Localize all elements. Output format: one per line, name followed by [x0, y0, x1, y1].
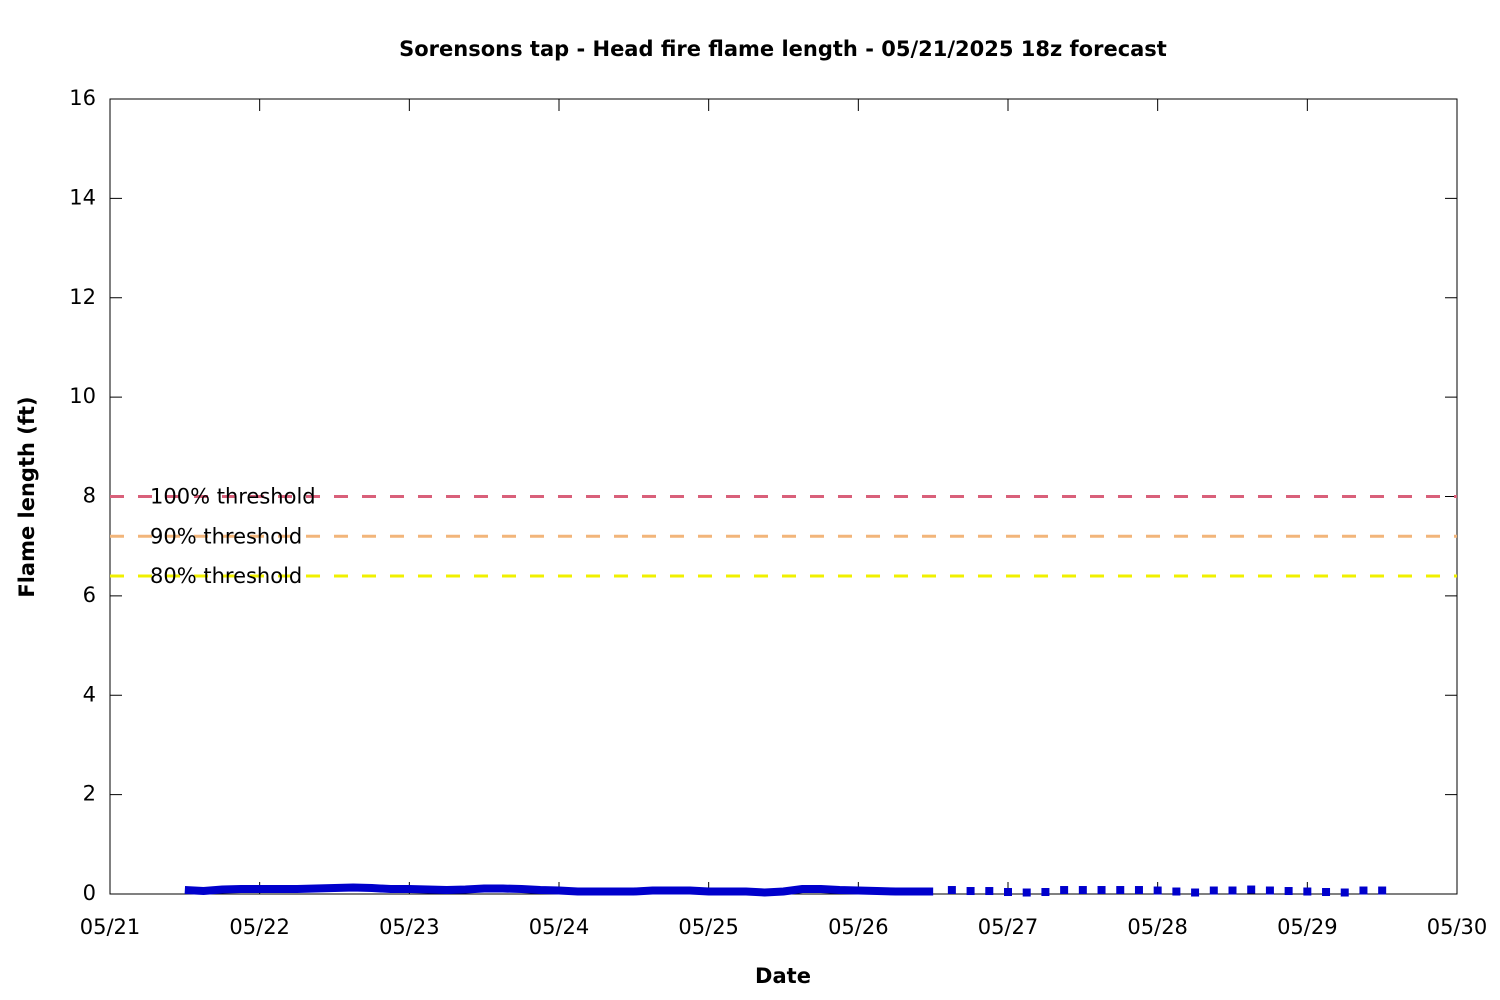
x-tick-label: 05/26: [828, 915, 889, 939]
x-tick-label: 05/21: [80, 915, 141, 939]
data-point: [1340, 888, 1349, 897]
data-point: [947, 886, 956, 895]
data-point: [1097, 886, 1106, 895]
data-point: [1004, 888, 1012, 897]
data-point: [1284, 887, 1293, 896]
data-point: [1228, 886, 1237, 895]
data-point: [1209, 886, 1218, 895]
threshold-label: 90% threshold: [150, 524, 302, 548]
y-tick-label: 6: [83, 583, 96, 607]
x-tick-label: 05/23: [379, 915, 440, 939]
y-tick-label: 2: [83, 782, 96, 806]
x-tick-label: 05/30: [1427, 915, 1488, 939]
x-tick-label: 05/22: [229, 915, 290, 939]
x-axis-label: Date: [755, 964, 811, 988]
data-point: [1378, 886, 1387, 895]
threshold-label: 100% threshold: [150, 485, 316, 509]
data-point: [966, 887, 975, 896]
data-point: [1116, 886, 1125, 895]
chart-title: Sorensons tap - Head fire flame length -…: [399, 37, 1167, 61]
y-tick-label: 10: [69, 384, 96, 408]
data-point: [1060, 886, 1069, 895]
x-tick-label: 05/29: [1277, 915, 1338, 939]
y-tick-label: 16: [69, 86, 96, 110]
y-tick-label: 8: [83, 484, 96, 508]
data-line: [184, 883, 934, 897]
threshold-label: 80% threshold: [150, 564, 302, 588]
y-tick-label: 4: [83, 682, 96, 706]
y-tick-label: 12: [69, 285, 96, 309]
x-tick-label: 05/27: [978, 915, 1039, 939]
data-point: [1022, 888, 1031, 897]
data-point: [1265, 886, 1274, 895]
data-point: [1303, 887, 1312, 896]
data-point: [1134, 886, 1143, 895]
x-tick-label: 05/28: [1127, 915, 1188, 939]
data-point: [1041, 888, 1050, 897]
y-axis-label: Flame length (ft): [15, 396, 39, 597]
x-tick-label: 05/25: [678, 915, 739, 939]
data-point: [985, 887, 994, 896]
data-point: [1153, 886, 1162, 895]
data-point: [1247, 885, 1256, 894]
y-tick-label: 0: [83, 881, 96, 905]
data-point: [1172, 887, 1181, 896]
y-tick-label: 14: [69, 185, 96, 209]
data-point: [1359, 886, 1368, 895]
data-point: [1322, 888, 1331, 897]
data-point: [1191, 888, 1200, 897]
x-tick-label: 05/24: [529, 915, 590, 939]
data-point: [1078, 886, 1087, 895]
